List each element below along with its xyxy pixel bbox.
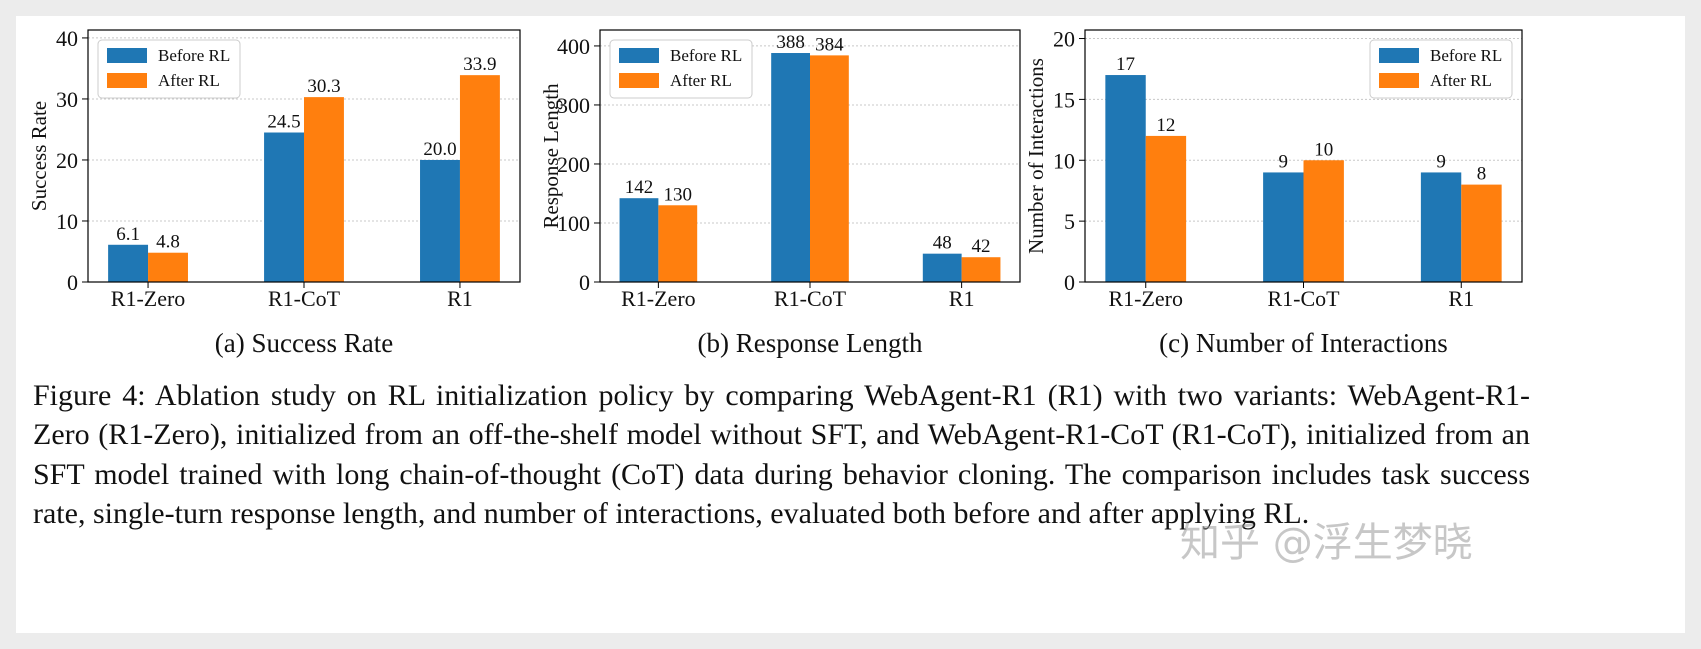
bar — [264, 132, 304, 282]
y-axis-label: Response Length — [539, 83, 563, 229]
subplot-title: (b) Response Length — [698, 328, 923, 358]
data-label: 388 — [776, 32, 805, 53]
y-tick-label: 15 — [1053, 87, 1075, 112]
data-label: 48 — [933, 233, 952, 254]
data-label: 10 — [1314, 139, 1333, 160]
legend-label: Before RL — [670, 46, 742, 65]
x-tick-label: R1 — [447, 286, 473, 311]
bar — [1461, 184, 1502, 282]
y-tick-label: 5 — [1064, 209, 1075, 234]
x-tick-label: R1 — [1448, 286, 1474, 311]
y-tick-label: 20 — [56, 148, 78, 173]
data-label: 12 — [1156, 115, 1175, 136]
y-tick-label: 10 — [56, 209, 78, 234]
data-label: 130 — [664, 184, 693, 205]
data-label: 6.1 — [116, 224, 140, 245]
legend-label: After RL — [670, 71, 732, 90]
data-label: 17 — [1116, 54, 1135, 75]
bar — [619, 198, 659, 282]
bar — [1420, 172, 1462, 282]
y-tick-label: 20 — [1053, 27, 1075, 52]
y-tick-label: 40 — [56, 26, 78, 51]
figure-card — [16, 16, 1685, 633]
x-tick-label: R1-CoT — [1267, 286, 1340, 311]
y-tick-label: 0 — [579, 270, 590, 295]
y-tick-label: 100 — [557, 211, 590, 236]
legend-label: Before RL — [158, 46, 230, 65]
legend-swatch — [107, 48, 147, 63]
bar — [459, 75, 500, 282]
bar — [771, 53, 810, 283]
data-label: 33.9 — [463, 54, 496, 75]
legend-swatch — [619, 73, 659, 88]
data-label: 384 — [815, 34, 844, 55]
subplot-title: (c) Number of Interactions — [1159, 328, 1448, 358]
y-tick-label: 300 — [557, 93, 590, 118]
y-axis-label: Number of Interactions — [1024, 58, 1048, 254]
legend-swatch — [1379, 48, 1419, 63]
bar — [420, 159, 460, 282]
bar — [1105, 75, 1146, 282]
y-tick-label: 0 — [1064, 270, 1075, 295]
x-tick-label: R1-Zero — [1108, 286, 1183, 311]
bar — [810, 55, 849, 283]
x-tick-label: R1 — [949, 286, 975, 311]
data-label: 42 — [972, 236, 991, 257]
bar — [658, 205, 698, 282]
legend-swatch — [619, 48, 659, 63]
legend-swatch — [1379, 73, 1419, 88]
axes-frame — [599, 29, 1021, 283]
axes-frame — [1084, 29, 1523, 283]
legend-label: After RL — [1430, 71, 1492, 90]
bar — [1303, 160, 1344, 282]
watermark: 知乎 @浮生梦晓 — [1180, 520, 1473, 566]
legend-label: After RL — [158, 71, 220, 90]
data-label: 20.0 — [423, 139, 456, 160]
x-tick-label: R1-Zero — [111, 286, 186, 311]
bar — [1263, 172, 1304, 282]
data-label: 142 — [625, 177, 654, 198]
bar — [304, 97, 344, 282]
data-label: 24.5 — [267, 112, 300, 133]
subplot-title: (a) Success Rate — [215, 328, 393, 358]
data-label: 9 — [1279, 151, 1289, 172]
bar — [148, 252, 188, 282]
legend-label: Before RL — [1430, 46, 1502, 65]
axes-frame — [87, 29, 521, 283]
x-tick-label: R1-Zero — [621, 286, 696, 311]
y-tick-label: 400 — [557, 34, 590, 59]
y-tick-label: 10 — [1053, 148, 1075, 173]
figure-caption: Figure 4: Ablation study on RL initializ… — [33, 379, 1530, 530]
data-label: 30.3 — [307, 76, 340, 97]
bar — [108, 244, 149, 282]
bar — [922, 253, 962, 282]
y-tick-label: 200 — [557, 152, 590, 177]
data-label: 4.8 — [156, 232, 180, 253]
bar — [1145, 135, 1187, 282]
data-label: 9 — [1436, 151, 1446, 172]
x-tick-label: R1-CoT — [268, 286, 341, 311]
y-tick-label: 0 — [67, 270, 78, 295]
bar — [961, 257, 1001, 282]
x-tick-label: R1-CoT — [774, 286, 847, 311]
y-tick-label: 30 — [56, 87, 78, 112]
legend-swatch — [107, 73, 147, 88]
y-axis-label: Success Rate — [27, 101, 51, 211]
data-label: 8 — [1477, 164, 1487, 185]
